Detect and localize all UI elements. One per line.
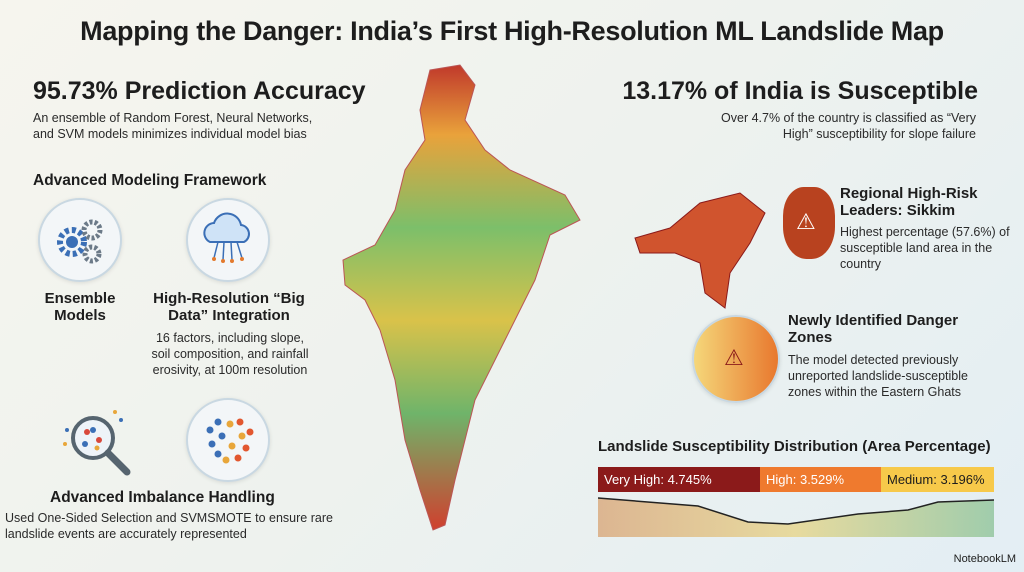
bigdata-text: 16 factors, including slope, soil compos…	[151, 331, 309, 377]
cloud-data-icon	[186, 198, 270, 282]
accuracy-headline: 95.73% Prediction Accuracy	[33, 77, 366, 105]
imbalance-label: Advanced Imbalance Handling	[50, 489, 275, 506]
terrain-profile	[598, 497, 994, 537]
segment-medium: Medium: 3.196%	[881, 467, 994, 492]
susceptible-headline: 13.17% of India is Susceptible	[622, 77, 978, 105]
sikkim-text: Highest percentage (57.6%) of susceptibl…	[840, 225, 1010, 271]
ghats-text: The model detected previously unreported…	[788, 353, 968, 399]
susceptible-text: Over 4.7% of the country is classified a…	[721, 111, 976, 141]
accuracy-text: An ensemble of Random Forest, Neural Net…	[33, 111, 313, 141]
warning-icon: ⚠	[796, 209, 816, 234]
segment-high: High: 3.529%	[760, 467, 881, 492]
sikkim-map: ⚠	[783, 187, 835, 259]
segment-very-high: Very High: 4.745%	[598, 467, 760, 492]
ensemble-label: Ensemble Models	[44, 290, 116, 324]
india-susceptibility-map	[342, 64, 581, 531]
dot-cluster-icon	[186, 398, 270, 482]
brand-label: NotebookLM	[953, 553, 1016, 565]
sikkim-heading: Regional High-Risk Leaders: Sikkim	[840, 185, 978, 219]
bigdata-label: High-Resolution “Big Data” Integration	[153, 290, 305, 324]
warning-icon: ⚠	[724, 345, 744, 370]
eastern-ghats-map: ⚠	[692, 315, 780, 403]
distribution-bar: Very High: 4.745% High: 3.529% Medium: 3…	[598, 467, 994, 492]
ghats-heading: Newly Identified Danger Zones	[788, 312, 959, 346]
page-title: Mapping the Danger: India’s First High-R…	[80, 16, 944, 46]
distribution-heading: Landslide Susceptibility Distribution (A…	[598, 438, 991, 455]
framework-heading: Advanced Modeling Framework	[33, 172, 267, 189]
imbalance-text: Used One-Sided Selection and SVMSMOTE to…	[5, 511, 333, 541]
northeast-map	[634, 192, 766, 309]
gears-icon	[38, 198, 122, 282]
magnifier-data-icon	[55, 400, 140, 485]
